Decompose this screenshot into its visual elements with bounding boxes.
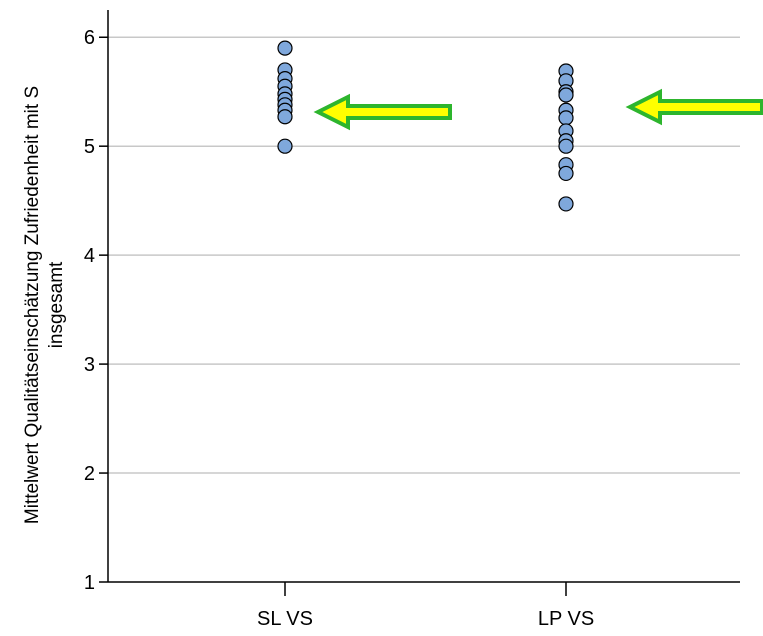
data-point-1-8 bbox=[558, 138, 574, 154]
y-tick-label-3: 3 bbox=[84, 354, 95, 376]
y-tick-label-4: 4 bbox=[84, 245, 95, 267]
data-point-0-0 bbox=[277, 40, 293, 56]
y-tick-label-6: 6 bbox=[84, 27, 95, 49]
y-tick-label-2: 2 bbox=[84, 463, 95, 485]
y-ticks: 1 2 3 4 5 6 bbox=[84, 27, 108, 594]
data-point-0-9 bbox=[277, 138, 293, 154]
data-points bbox=[277, 40, 574, 212]
x-ticks: SL VS LP VS bbox=[257, 582, 594, 630]
annotation-arrow-1 bbox=[625, 88, 763, 126]
data-point-1-10 bbox=[558, 165, 574, 182]
x-tick-label-1: LP VS bbox=[538, 608, 594, 630]
data-point-1-3 bbox=[558, 87, 574, 103]
x-tick-label-0: SL VS bbox=[257, 608, 313, 630]
data-point-1-5 bbox=[558, 110, 574, 126]
y-tick-label-5: 5 bbox=[84, 136, 95, 158]
axes bbox=[107, 10, 740, 583]
annotation-arrows bbox=[313, 88, 763, 131]
y-axis-title-line1: Mittelwert Qualitätseinschätzung Zufried… bbox=[22, 86, 43, 524]
y-axis-title-line2: insgesamt bbox=[46, 261, 67, 348]
y-axis-title: Mittelwert Qualitätseinschätzung Zufried… bbox=[22, 86, 67, 524]
data-point-0-8 bbox=[277, 109, 293, 125]
gridlines bbox=[108, 36, 740, 474]
y-tick-label-1: 1 bbox=[84, 572, 95, 594]
annotation-arrow-0 bbox=[313, 93, 452, 131]
data-point-1-11 bbox=[558, 196, 574, 212]
